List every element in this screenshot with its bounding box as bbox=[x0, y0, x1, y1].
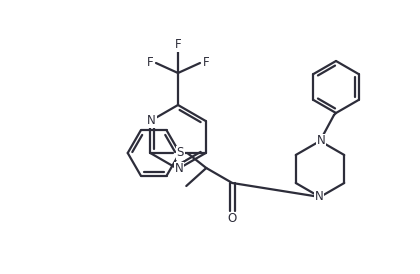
Text: F: F bbox=[175, 39, 181, 52]
Text: N: N bbox=[147, 115, 156, 127]
Text: N: N bbox=[175, 162, 184, 176]
Text: F: F bbox=[147, 56, 153, 70]
Text: S: S bbox=[176, 147, 184, 159]
Text: N: N bbox=[317, 135, 326, 147]
Text: O: O bbox=[228, 213, 237, 226]
Text: N: N bbox=[315, 190, 323, 204]
Text: F: F bbox=[203, 56, 209, 70]
